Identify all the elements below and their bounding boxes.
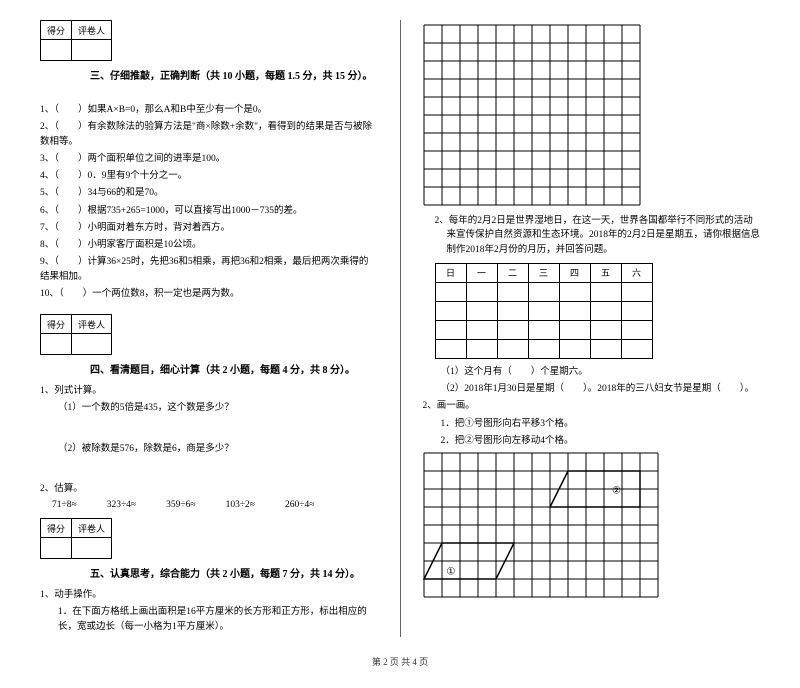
calendar-table: 日一二三四五六 bbox=[435, 263, 653, 359]
section4-title: 四、看清题目，细心计算（共 2 小题，每题 4 分，共 8 分）。 bbox=[90, 361, 378, 376]
s4-q1b: （2）被除数是576，除数是6，商是多少？ bbox=[58, 442, 378, 456]
section3-title: 三、仔细推敲，正确判断（共 10 小题，每题 1.5 分，共 15 分）。 bbox=[90, 67, 378, 82]
s3-q10: 10、（ ）一个两位数8，积一定也是两为数。 bbox=[40, 287, 378, 301]
grid-paper-2: ②① bbox=[423, 452, 659, 598]
est-row: 71÷8≈ 323÷4≈ 359÷6≈ 103÷2≈ 260÷4≈ bbox=[52, 500, 378, 510]
section5-title: 五、认真思考，综合能力（共 2 小题，每题 7 分，共 14 分）。 bbox=[90, 565, 378, 580]
s4-q1a: （1）一个数的5倍是435，这个数是多少？ bbox=[58, 401, 378, 415]
s3-q5: 5、（ ）34与66的和是70。 bbox=[40, 186, 378, 200]
r-sub2: （2）2018年1月30日是星期（ ）。2018年的三八妇女节是星期（ ）。 bbox=[441, 382, 761, 396]
r-q2b: 2、画一画。 bbox=[423, 399, 761, 413]
s4-q2: 2、估算。 bbox=[40, 482, 378, 496]
r-sub1: （1）这个月有（ ）个星期六。 bbox=[441, 365, 761, 379]
s3-q9: 9、（ ）计算36×25时，先把36和5相乘，再把36和2相乘，最后把两次乘得的… bbox=[40, 255, 378, 284]
column-divider bbox=[400, 20, 401, 637]
score-h2: 评卷人 bbox=[72, 21, 112, 40]
r-q2b2: 2．把②号图形向左移动4个格。 bbox=[441, 434, 761, 448]
s3-q1: 1、（ ）如果A×B=0，那么A和B中至少有一个是0。 bbox=[40, 103, 378, 117]
s3-q3: 3、（ ）两个面积单位之间的进率是100。 bbox=[40, 152, 378, 166]
s5-q1a: 1．在下面方格纸上画出面积是16平方厘米的长方形和正方形，标出相应的长，宽或边长… bbox=[58, 605, 378, 634]
r-q2: 2、每年的2月2日是世界湿地日，在这一天，世界各国都举行不同形式的活动来宣传保护… bbox=[447, 214, 761, 257]
score-box-3: 得分评卷人 bbox=[40, 20, 378, 61]
score-h1: 得分 bbox=[41, 21, 72, 40]
s3-q6: 6、（ ）根据735+265=1000，可以直接写出1000－735的差。 bbox=[40, 204, 378, 218]
grid-paper-1 bbox=[423, 24, 641, 206]
s3-q7: 7、（ ）小明面对着东方时，背对着西方。 bbox=[40, 221, 378, 235]
svg-text:①: ① bbox=[446, 566, 455, 577]
s4-q1: 1、列式计算。 bbox=[40, 384, 378, 398]
s3-q2: 2、（ ）有余数除法的验算方法是"商×除数+余数"，看得到的结果是否与被除数相等… bbox=[40, 120, 378, 149]
s3-q4: 4、（ ）0．9里有9个十分之一。 bbox=[40, 169, 378, 183]
svg-text:②: ② bbox=[612, 485, 621, 496]
s5-q1: 1、动手操作。 bbox=[40, 588, 378, 602]
r-q2b1: 1．把①号图形向右平移3个格。 bbox=[441, 417, 761, 431]
s3-q8: 8、（ ）小明家客厅面积是10公顷。 bbox=[40, 238, 378, 252]
score-box-5: 得分评卷人 bbox=[40, 518, 378, 559]
page-footer: 第 2 页 共 4 页 bbox=[40, 655, 760, 668]
score-box-4: 得分评卷人 bbox=[40, 314, 378, 355]
